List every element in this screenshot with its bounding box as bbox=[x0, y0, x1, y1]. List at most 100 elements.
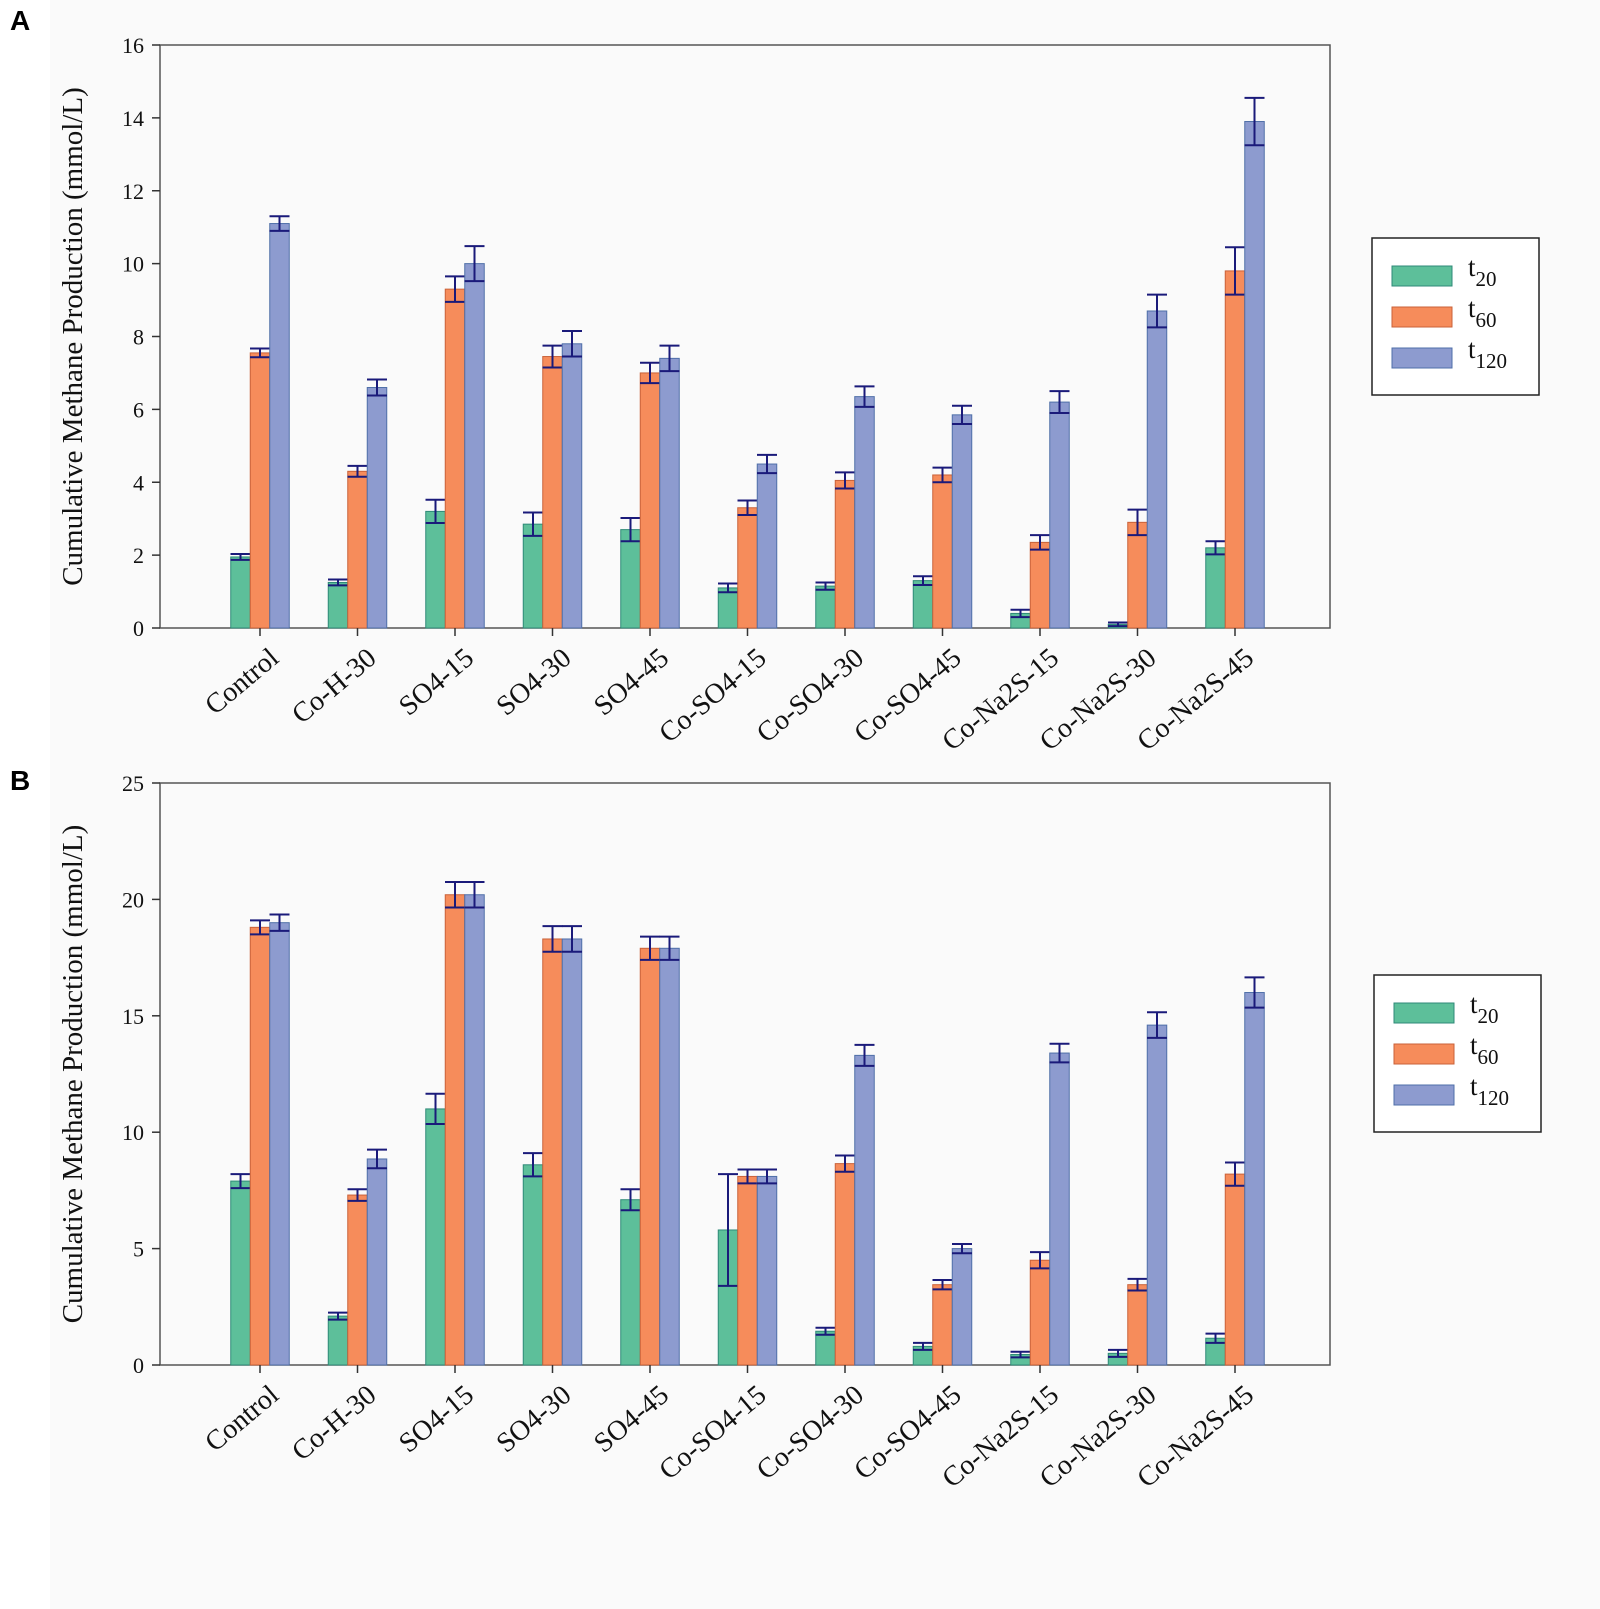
bar-t120-co-na2s-30 bbox=[1146, 310, 1168, 629]
error-bar-t120-co-so4-45 bbox=[952, 1242, 972, 1255]
bar-t60-co-so4-45 bbox=[932, 1284, 953, 1366]
bar-t60-co-so4-45 bbox=[932, 474, 953, 629]
error-bar-t120-so4-45 bbox=[659, 935, 680, 961]
y-tick-label: 4 bbox=[133, 470, 144, 495]
error-bar-t20-co-na2s-45 bbox=[1205, 540, 1226, 556]
bar-t60-so4-30 bbox=[542, 356, 563, 629]
y-tick-label: 12 bbox=[122, 179, 144, 204]
legend-swatch-t120 bbox=[1391, 347, 1453, 369]
y-axis-title: Cumulative Methane Production (mmol/L) bbox=[57, 87, 89, 586]
error-bar-t60-co-so4-30 bbox=[835, 471, 855, 490]
error-bar-t20-co-so4-30 bbox=[815, 1326, 836, 1336]
bar-t120-co-so4-45 bbox=[951, 1248, 973, 1366]
error-bar-t20-co-na2s-15 bbox=[1010, 1350, 1031, 1359]
error-bar-t20-so4-30 bbox=[523, 1152, 543, 1178]
bar-t60-so4-15 bbox=[444, 288, 466, 629]
y-tick-label: 0 bbox=[133, 1353, 144, 1378]
error-bar-t120-co-h-30 bbox=[367, 378, 387, 397]
error-bar-t60-co-h-30 bbox=[347, 464, 368, 478]
error-bar-t120-co-so4-15 bbox=[757, 1168, 777, 1185]
bar-t60-co-h-30 bbox=[347, 470, 368, 629]
bar-t60-co-na2s-30 bbox=[1127, 521, 1148, 629]
legend-label-t60: t60 bbox=[1468, 293, 1497, 332]
bar-t60-co-so4-15 bbox=[737, 1175, 758, 1366]
error-bar-t20-so4-45 bbox=[620, 516, 641, 543]
panel-b-label: B bbox=[10, 765, 30, 796]
error-bar-t120-so4-15 bbox=[464, 245, 485, 283]
legend-swatch-t20 bbox=[1391, 265, 1453, 287]
y-tick-label: 8 bbox=[133, 325, 144, 350]
bar-t120-so4-30 bbox=[561, 343, 583, 629]
bar-t60-co-na2s-30 bbox=[1127, 1284, 1148, 1366]
y-tick-label: 15 bbox=[122, 1004, 144, 1029]
bar-t20-co-h-30 bbox=[327, 1315, 349, 1366]
bar-t20-co-na2s-45 bbox=[1205, 547, 1226, 629]
legend-label-t20: t20 bbox=[1468, 252, 1497, 291]
error-bar-t120-co-na2s-30 bbox=[1147, 1011, 1167, 1039]
bar-t120-co-na2s-45 bbox=[1244, 121, 1265, 629]
error-bar-t120-control bbox=[269, 913, 290, 932]
error-bar-t60-co-na2s-45 bbox=[1225, 246, 1245, 296]
error-bar-t120-co-na2s-30 bbox=[1147, 293, 1167, 329]
y-tick-label: 10 bbox=[122, 252, 144, 277]
y-tick-label: 25 bbox=[122, 771, 144, 796]
panel-b: B 0 5 10 15 20 25 Cumulative Methane Productio… bbox=[0, 760, 1600, 1609]
bar-t60-control bbox=[249, 352, 271, 629]
panel-a: A 0 2 4 6 8 10 12 14 16 Cumulative Methane Produc… bbox=[0, 0, 1600, 780]
legend-label-t20: t20 bbox=[1470, 989, 1499, 1028]
error-bar-t20-co-na2s-45 bbox=[1205, 1332, 1226, 1344]
bar-t120-co-so4-15 bbox=[756, 1175, 778, 1366]
bar-t60-so4-15 bbox=[444, 894, 466, 1366]
error-bar-t60-co-so4-15 bbox=[737, 499, 758, 517]
error-bar-t60-co-na2s-15 bbox=[1030, 1251, 1050, 1270]
error-bar-t120-co-na2s-45 bbox=[1244, 96, 1265, 147]
bar-t60-co-so4-15 bbox=[737, 507, 758, 629]
y-tick-label: 14 bbox=[122, 106, 144, 131]
error-bar-t20-co-so4-15 bbox=[718, 1173, 738, 1287]
bar-t120-co-na2s-45 bbox=[1244, 992, 1265, 1366]
bar-t120-co-so4-30 bbox=[854, 1054, 875, 1366]
bar-t20-control bbox=[230, 556, 251, 629]
error-bar-t20-co-na2s-15 bbox=[1010, 608, 1031, 619]
error-bar-t120-so4-30 bbox=[562, 925, 582, 953]
legend-label-t120: t120 bbox=[1468, 334, 1507, 373]
error-bar-t20-so4-15 bbox=[425, 1092, 446, 1126]
panel-b-background bbox=[50, 760, 1600, 1609]
bar-t60-co-na2s-45 bbox=[1224, 270, 1246, 629]
bar-t20-co-h-30 bbox=[327, 581, 349, 629]
legend-swatch-t60 bbox=[1393, 1043, 1455, 1065]
error-bar-t20-co-so4-45 bbox=[913, 575, 933, 587]
bar-t20-so4-30 bbox=[522, 523, 544, 629]
bar-t20-so4-45 bbox=[620, 529, 641, 629]
y-tick-label: 6 bbox=[133, 397, 144, 422]
bar-t60-co-na2s-15 bbox=[1029, 1259, 1051, 1366]
y-tick-label: 10 bbox=[122, 1120, 144, 1145]
bar-t120-co-so4-30 bbox=[854, 396, 875, 629]
error-bar-t120-co-h-30 bbox=[367, 1148, 387, 1170]
error-bar-t60-co-na2s-30 bbox=[1127, 508, 1148, 537]
error-bar-t60-so4-30 bbox=[542, 344, 563, 369]
error-bar-t60-so4-45 bbox=[640, 935, 660, 961]
error-bar-t20-so4-30 bbox=[523, 511, 543, 537]
bar-t120-so4-45 bbox=[659, 357, 680, 629]
legend-swatch-t20 bbox=[1393, 1002, 1455, 1024]
error-bar-t120-co-so4-30 bbox=[854, 385, 875, 408]
y-tick-label: 0 bbox=[133, 616, 144, 641]
error-bar-t120-control bbox=[269, 215, 290, 232]
error-bar-t20-control bbox=[230, 553, 251, 561]
bar-t20-so4-30 bbox=[522, 1164, 544, 1366]
panel-a-label: A bbox=[10, 5, 30, 36]
error-bar-t20-co-na2s-30 bbox=[1108, 1348, 1128, 1358]
error-bar-t60-so4-45 bbox=[640, 361, 660, 385]
error-bar-t60-co-na2s-30 bbox=[1127, 1277, 1148, 1292]
error-bar-t120-co-so4-30 bbox=[854, 1043, 875, 1067]
error-bar-t60-so4-30 bbox=[542, 925, 563, 953]
bar-t60-co-so4-30 bbox=[834, 479, 856, 629]
bar-t60-control bbox=[249, 926, 271, 1366]
bar-t120-co-na2s-15 bbox=[1049, 401, 1070, 629]
error-bar-t20-co-na2s-30 bbox=[1108, 621, 1128, 628]
y-axis-title: Cumulative Methane Production (mmol/L) bbox=[57, 825, 89, 1324]
bar-t120-co-h-30 bbox=[366, 387, 388, 629]
error-bar-t120-co-na2s-15 bbox=[1049, 1042, 1070, 1064]
